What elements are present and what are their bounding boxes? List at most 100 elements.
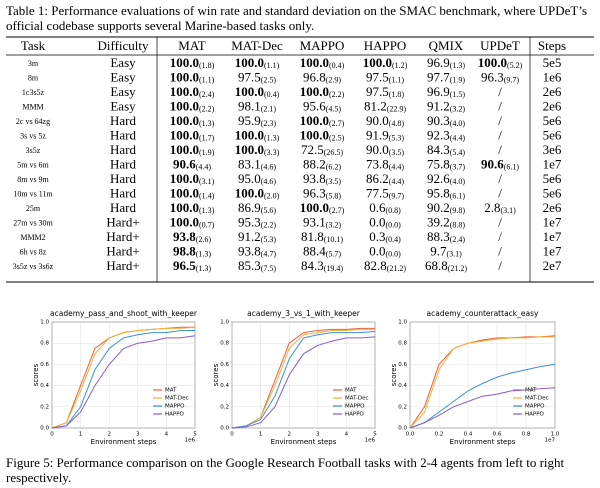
y-tick-label: 0.6 <box>220 362 229 368</box>
cell: 95.8(6.1) <box>427 185 465 200</box>
cell: 86.9(5.6) <box>238 200 276 215</box>
steps: 1e7 <box>543 156 562 171</box>
cell-value: 90.6 <box>173 156 196 171</box>
cell-value: 96.3 <box>303 185 326 200</box>
cell-std: (3.2) <box>326 220 342 229</box>
cell: / <box>498 258 502 273</box>
cell-value: 100.0 <box>170 69 199 84</box>
cell: 72.5(26.5) <box>301 142 343 157</box>
cell-std: (3.1) <box>446 249 462 258</box>
steps: 5e5 <box>543 55 562 70</box>
cell: 90.2(9.8) <box>427 200 465 215</box>
cell-value: 90.3 <box>427 113 450 128</box>
cell-value: 82.8 <box>364 258 387 273</box>
cell: 95.0(4.6) <box>238 171 276 186</box>
cell: 100.0(3.1) <box>170 171 215 186</box>
column-header: QMIX <box>429 38 464 53</box>
task: MMM <box>22 102 43 111</box>
y-tick-label: 0.8 <box>398 341 407 347</box>
cell-value: 95.0 <box>238 171 261 186</box>
x-offset: 1e6 <box>185 438 196 444</box>
cell: 93.8(4.7) <box>238 243 276 258</box>
cell-value: 98.1 <box>238 98 261 113</box>
cell-std: (5.2) <box>507 61 523 70</box>
cell-std: (1.1) <box>389 75 405 84</box>
cell: 90.0(3.5) <box>366 142 404 157</box>
column-header: MAT-Dec <box>231 38 283 53</box>
cell-std: (4.4) <box>389 177 405 186</box>
cell: 86.2(4.4) <box>366 171 404 186</box>
series-line <box>51 326 196 429</box>
cell-std: (1.9) <box>450 75 466 84</box>
legend-label: MAPPO <box>345 404 365 410</box>
cell: 93.8(3.5) <box>303 171 341 186</box>
difficulty: Easy <box>110 55 136 70</box>
cell-value: 100.0 <box>300 84 329 99</box>
plot-title: academy_counterattack_easy <box>427 309 539 318</box>
cell-value: 100.0 <box>170 55 199 70</box>
cell: 96.5(1.3) <box>173 258 211 273</box>
legend-label: MAT-Dec <box>345 396 369 402</box>
cell-std: (3.1) <box>199 177 215 186</box>
cell-std: (10.1) <box>324 235 344 244</box>
task: 10m vs 11m <box>13 189 53 198</box>
cell: 88.3(2.4) <box>427 229 465 244</box>
cell: 100.0(1.3) <box>170 113 215 128</box>
x-tick-label: 5 <box>373 432 377 438</box>
cell-std: (1.4) <box>199 191 215 200</box>
y-tick-label: 0.4 <box>40 383 49 389</box>
cell-std: (2.9) <box>326 75 342 84</box>
cell-value: 0.0 <box>369 243 385 258</box>
cell: 98.1(2.1) <box>238 98 276 113</box>
cell: 73.8(4.4) <box>366 156 404 171</box>
cell: 95.6(4.5) <box>303 98 341 113</box>
cell: / <box>498 98 502 113</box>
series-line <box>409 387 556 429</box>
cell-std: (1.2) <box>392 61 408 70</box>
cell: 83.1(4.6) <box>238 156 276 171</box>
cell: 81.2(22.9) <box>364 98 406 113</box>
figure-caption: Figure 5: Performance comparison on the … <box>6 455 565 485</box>
cell-std: (2.7) <box>329 119 345 128</box>
cell-value: / <box>498 243 502 258</box>
cell-std: (1.3) <box>199 206 215 215</box>
cell: 0.3(0.4) <box>369 229 401 244</box>
cell: 100.0(2.4) <box>170 84 215 99</box>
cell-value: 84.3 <box>301 258 324 273</box>
steps: 2e6 <box>543 84 562 99</box>
cell-value: 100.0 <box>170 98 199 113</box>
cell-value: 0.6 <box>369 200 386 215</box>
cell: 0.0(0.0) <box>369 243 401 258</box>
cell-std: (5.6) <box>261 206 277 215</box>
x-tick-label: 1 <box>259 432 263 438</box>
cell-std: (2.7) <box>329 206 345 215</box>
cell-value: 72.5 <box>301 142 324 157</box>
legend-label: MAPPO <box>165 404 185 410</box>
cell: 100.0(2.2) <box>300 84 345 99</box>
x-tick-label: 1.0 <box>551 432 560 438</box>
cell: 90.0(4.8) <box>366 113 404 128</box>
cell-value: 100.0 <box>300 113 329 128</box>
cell-value: 90.6 <box>481 156 504 171</box>
cell-value: 91.2 <box>238 229 261 244</box>
cell-value: / <box>498 258 502 273</box>
cell-value: / <box>498 113 502 128</box>
cell-std: (9.7) <box>389 191 405 200</box>
cell-value: 100.0 <box>170 142 199 157</box>
cell: / <box>498 142 502 157</box>
difficulty: Hard <box>110 127 136 142</box>
cell-std: (4.8) <box>389 119 405 128</box>
difficulty: Hard <box>110 200 136 215</box>
cell-value: 100.0 <box>235 142 264 157</box>
cell: 84.3(19.4) <box>301 258 343 273</box>
steps: 5e6 <box>543 171 562 186</box>
y-tick-label: 0.8 <box>220 341 229 347</box>
x-offset: 1e6 <box>365 438 376 444</box>
difficulty: Hard <box>110 142 136 157</box>
cell-std: (2.1) <box>261 104 277 113</box>
x-tick-label: 5 <box>193 432 197 438</box>
cell-std: (0.4) <box>385 235 401 244</box>
cell-value: 88.3 <box>427 229 450 244</box>
cell-value: 100.0 <box>170 214 199 229</box>
cell: 39.2(8.8) <box>427 214 465 229</box>
